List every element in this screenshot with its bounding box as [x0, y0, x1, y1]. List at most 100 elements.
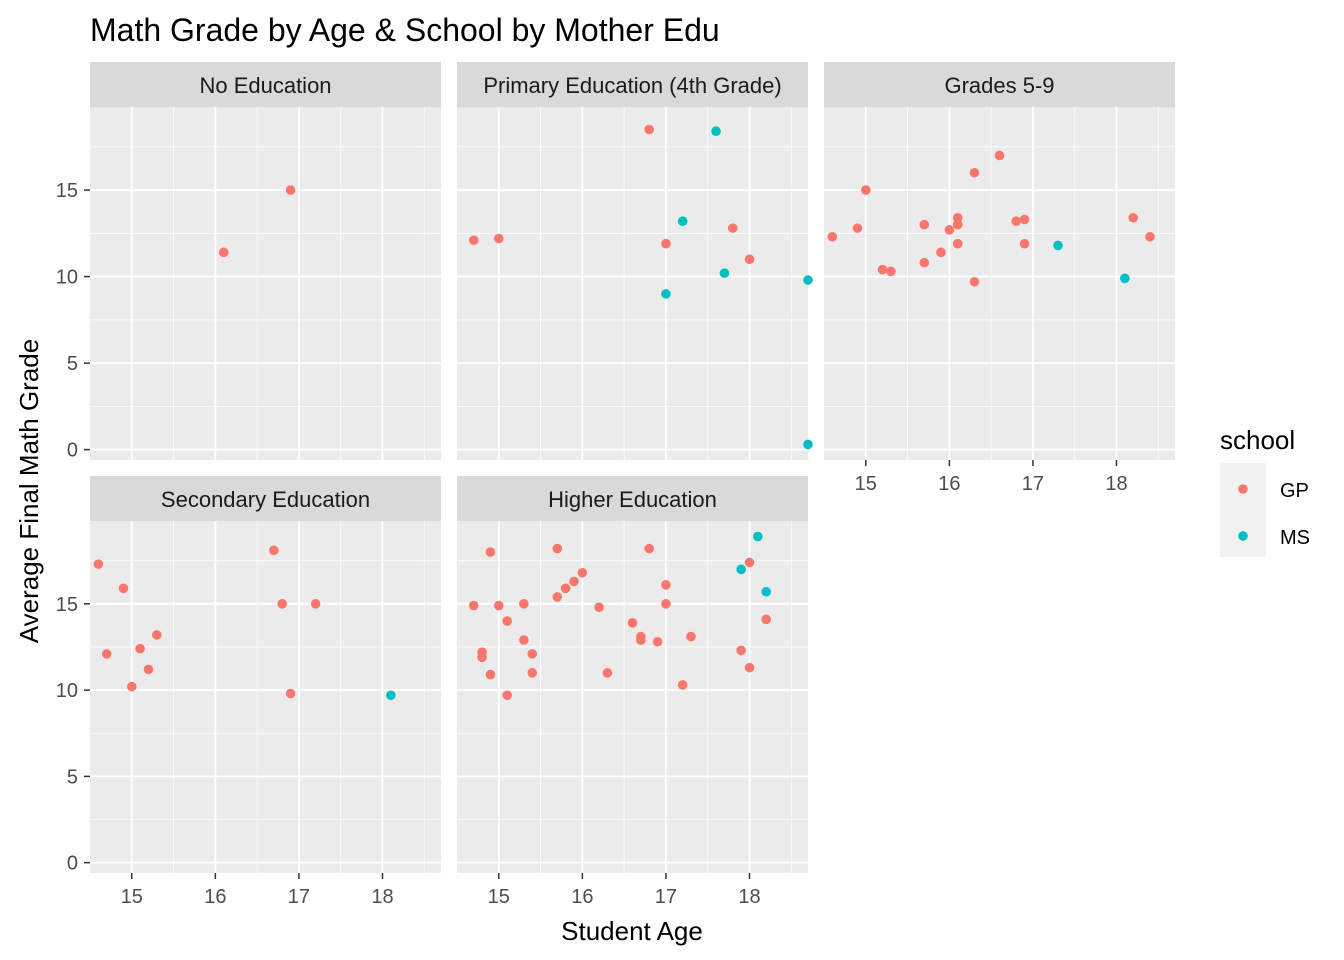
data-point	[677, 680, 688, 690]
data-point	[761, 586, 772, 597]
data-point	[1019, 238, 1030, 249]
legend-key	[1238, 531, 1248, 541]
facet-strip	[90, 476, 441, 521]
data-point	[269, 545, 279, 556]
data-point	[919, 219, 930, 230]
x-tick-label: 17	[288, 886, 310, 908]
data-point	[644, 543, 655, 554]
data-point	[761, 614, 772, 625]
facet-panel: Higher Education 15 16 17 18	[457, 476, 808, 908]
data-point	[1120, 273, 1130, 284]
data-point	[310, 599, 321, 609]
data-point	[152, 630, 162, 640]
chart-title: Math Grade by Age & School by Mother Edu	[90, 12, 720, 48]
x-tick-label: 16	[938, 473, 960, 495]
data-point	[527, 649, 538, 659]
data-point	[877, 264, 888, 275]
data-point	[753, 531, 763, 542]
data-point	[277, 599, 288, 609]
data-point	[468, 235, 479, 246]
x-tick-label: 18	[738, 886, 760, 908]
data-point	[594, 602, 604, 613]
data-point	[602, 668, 613, 678]
data-point	[744, 254, 755, 265]
data-point	[485, 669, 496, 680]
data-point	[636, 631, 646, 642]
x-tick-label: 17	[1022, 473, 1044, 495]
data-point	[852, 223, 863, 233]
legend-label: GP	[1280, 480, 1309, 502]
data-point	[502, 690, 512, 701]
data-point	[661, 580, 671, 590]
data-point	[285, 688, 296, 699]
data-point	[285, 185, 296, 195]
facet-label: Grades 5-9	[944, 73, 1054, 98]
legend-key-background	[1220, 463, 1266, 557]
facet-panel: Primary Education (4th Grade)	[457, 62, 813, 460]
x-tick-label: 15	[855, 473, 877, 495]
facet-strip	[90, 62, 441, 107]
x-tick-label: 16	[571, 886, 593, 908]
data-point	[711, 126, 721, 137]
data-point	[860, 185, 871, 195]
data-point	[502, 616, 512, 626]
data-point	[719, 268, 730, 278]
data-point	[803, 439, 813, 450]
facet-strip	[457, 476, 808, 521]
data-point	[652, 636, 663, 647]
data-point	[1053, 240, 1063, 251]
y-tick-label: 5	[67, 766, 78, 788]
data-point	[952, 238, 963, 249]
y-tick-label: 15	[56, 594, 78, 616]
facet-label: Secondary Education	[161, 487, 370, 512]
data-point	[101, 649, 112, 659]
data-point	[969, 167, 980, 178]
data-point	[686, 631, 696, 642]
x-axis-title: Student Age	[561, 916, 703, 946]
data-point	[552, 543, 563, 554]
legend-label: MS	[1280, 527, 1310, 549]
data-point	[1011, 216, 1022, 227]
x-tick-label: 17	[655, 886, 677, 908]
data-point	[493, 233, 504, 244]
data-point	[493, 600, 504, 611]
data-point	[952, 212, 963, 223]
data-point	[527, 668, 538, 678]
data-point	[519, 599, 529, 609]
data-point	[93, 559, 104, 569]
legend-key	[1238, 484, 1248, 494]
y-tick-label: 5	[67, 353, 78, 375]
data-point	[627, 618, 638, 628]
x-tick-label: 16	[204, 886, 226, 908]
data-point	[644, 124, 655, 135]
data-point	[952, 219, 963, 230]
data-point	[218, 247, 229, 258]
data-point	[552, 592, 563, 602]
data-point	[744, 557, 755, 568]
data-point	[727, 223, 738, 233]
data-point	[677, 216, 688, 227]
x-tick-label: 18	[1105, 473, 1127, 495]
data-point	[468, 600, 479, 611]
y-tick-label: 10	[56, 267, 78, 289]
data-point	[477, 652, 487, 663]
panel-background	[457, 107, 808, 460]
data-point	[803, 275, 813, 285]
data-point	[919, 257, 930, 268]
data-point	[1145, 231, 1155, 242]
facet-label: Higher Education	[548, 487, 717, 512]
data-point	[827, 231, 838, 242]
panel-background	[90, 107, 441, 460]
y-tick-label: 0	[67, 853, 78, 875]
facet-panel: Grades 5-9 15 16 17 18	[824, 62, 1175, 495]
data-point	[744, 662, 755, 673]
data-point	[519, 635, 529, 645]
data-point	[143, 664, 154, 675]
facet-strip	[824, 62, 1175, 107]
x-tick-label: 15	[488, 886, 510, 908]
data-point	[661, 599, 671, 609]
data-point	[661, 289, 671, 299]
y-axis-title: Average Final Math Grade	[14, 339, 44, 643]
facet-label: No Education	[199, 73, 331, 98]
